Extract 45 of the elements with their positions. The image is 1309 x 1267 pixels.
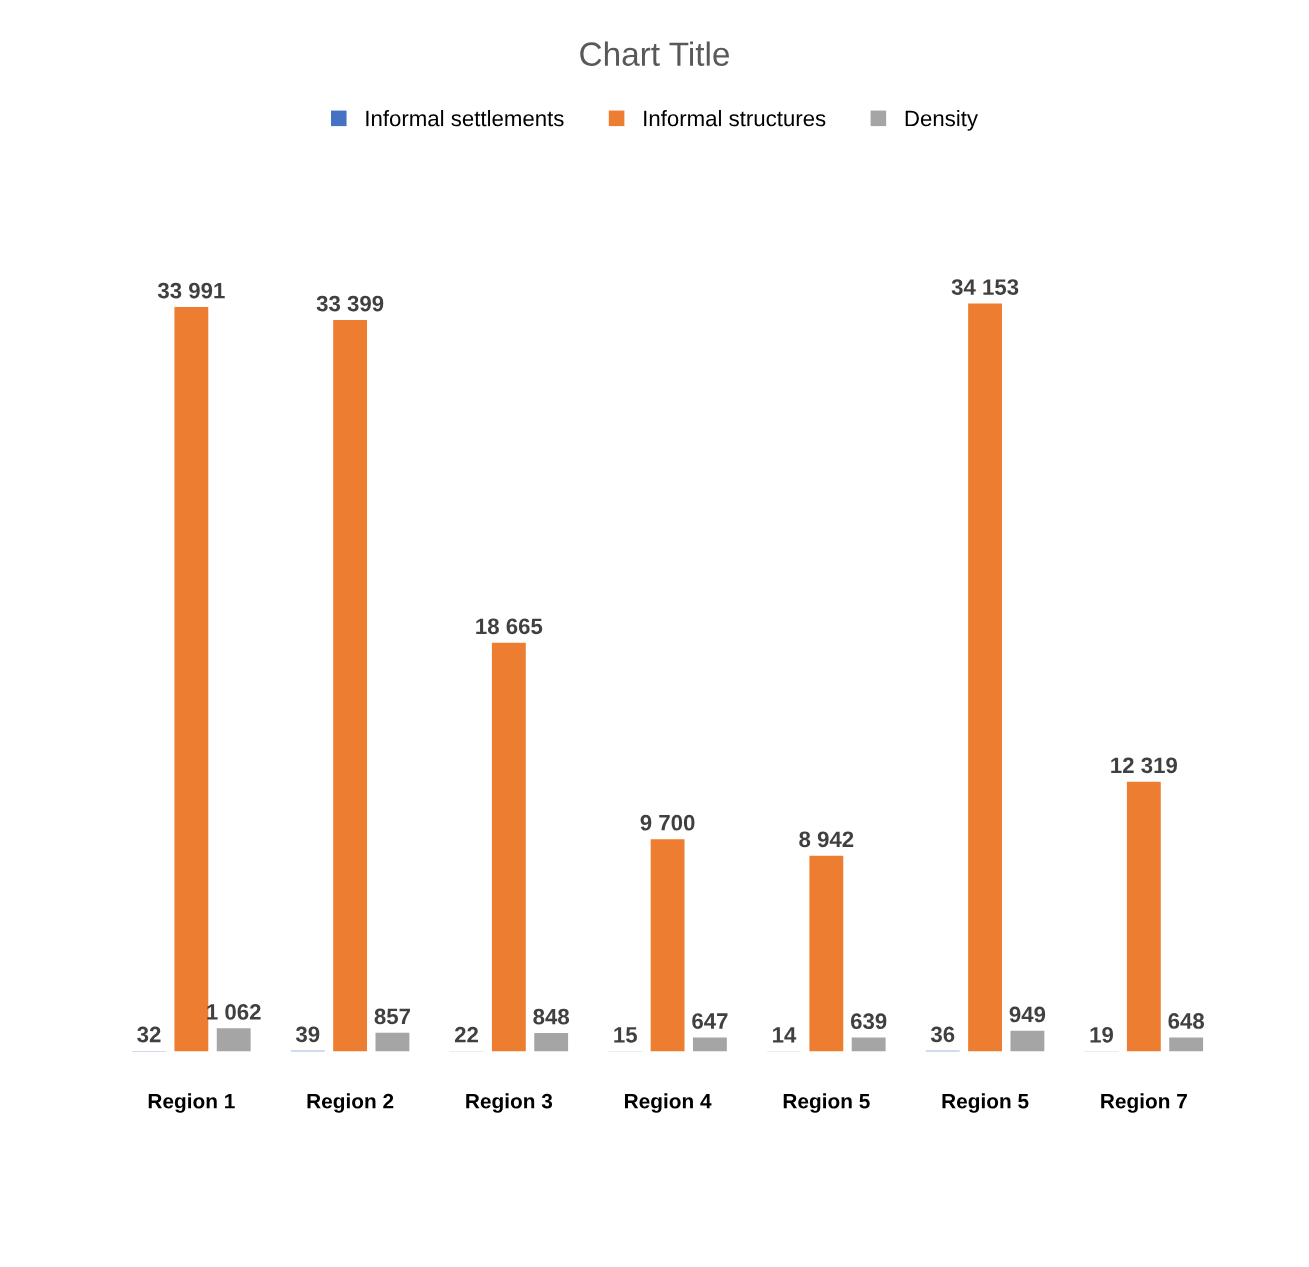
data-label: 34 153 (951, 279, 1019, 295)
x-tick-label: Region 7 (1101, 1093, 1187, 1113)
chart-title: Chart Title (580, 41, 729, 66)
data-label: 22 (454, 1026, 478, 1043)
data-label: 857 (374, 1008, 410, 1025)
bar (809, 855, 844, 1052)
bar (333, 319, 368, 1052)
data-label: 14 (773, 1027, 797, 1043)
data-label: 647 (692, 1013, 728, 1029)
legend-label: Informal structures (644, 110, 826, 127)
data-label: 8 942 (799, 831, 854, 848)
bar (1010, 1030, 1045, 1052)
data-label: 949 (1009, 1006, 1046, 1023)
x-tick-label: Region 5 (783, 1093, 870, 1113)
bar (216, 1028, 251, 1052)
bar (375, 1032, 410, 1052)
bar (1126, 781, 1161, 1052)
data-label: 39 (295, 1026, 320, 1043)
bar (692, 1037, 727, 1052)
x-tick-label: Region 3 (466, 1093, 553, 1113)
data-label: 12 319 (1111, 757, 1177, 774)
legend-label: Informal settlements (366, 110, 564, 127)
data-label: 33 399 (316, 295, 384, 312)
bar (968, 303, 1003, 1052)
data-label: 18 665 (476, 618, 543, 635)
x-tick-label: Region 5 (942, 1093, 1029, 1113)
bar (650, 839, 685, 1052)
data-label: 639 (850, 1013, 887, 1030)
data-label: 15 (614, 1027, 637, 1043)
data-label: 648 (1168, 1013, 1205, 1029)
data-label: 9 700 (640, 814, 695, 831)
x-tick-label: Region 1 (148, 1093, 235, 1113)
data-label: 32 (137, 1026, 161, 1043)
bar (1169, 1037, 1204, 1052)
bar (174, 307, 209, 1052)
bar (851, 1037, 886, 1052)
bar (534, 1033, 569, 1052)
x-tick-label: Region 4 (625, 1093, 712, 1113)
data-label: 33 991 (157, 282, 225, 299)
legend-label: Density (905, 110, 978, 131)
x-tick-label: Region 2 (307, 1093, 394, 1113)
data-label: 848 (533, 1008, 570, 1025)
data-label: 19 (1090, 1026, 1114, 1043)
bar (491, 642, 526, 1052)
data-label: 36 (930, 1026, 955, 1043)
